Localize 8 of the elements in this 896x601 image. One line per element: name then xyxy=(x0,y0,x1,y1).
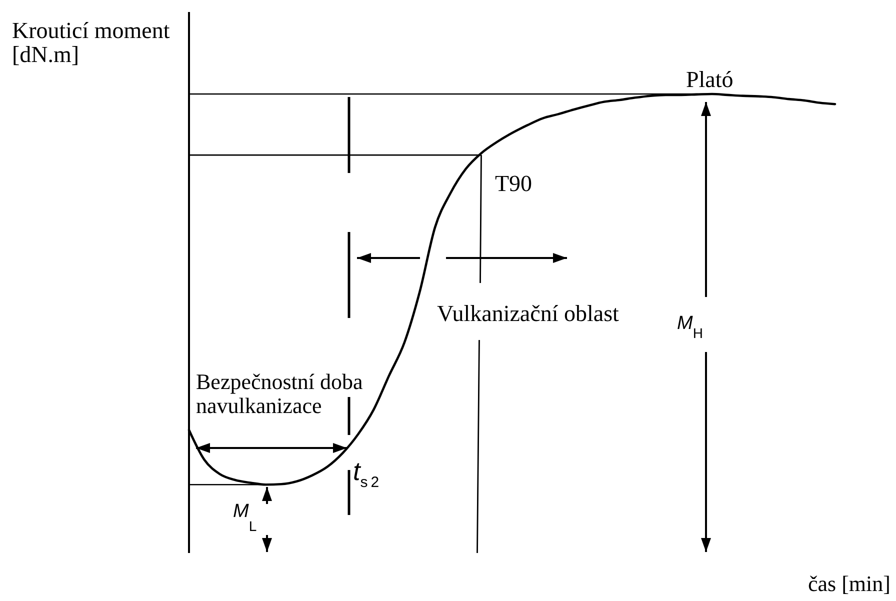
annotation: Bezpečnostní doba navulkanizace xyxy=(196,369,364,418)
annotation: T90 xyxy=(495,171,532,196)
annotation: Vulkanizační oblast xyxy=(437,301,619,326)
annotation: M$_{H}$ xyxy=(677,313,703,341)
text: Plató xyxy=(686,67,734,92)
x-axis-title: čas [min] xyxy=(808,571,890,596)
y-axis-title: Krouticí moment [dN.m] xyxy=(12,18,171,67)
annotation: t$_{s2}$ xyxy=(353,456,382,491)
